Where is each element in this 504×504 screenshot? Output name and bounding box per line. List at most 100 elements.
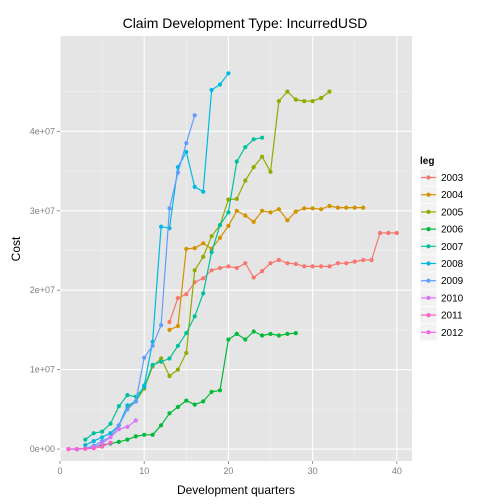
- data-point: [201, 399, 206, 404]
- series-2003: [167, 230, 399, 325]
- data-point: [243, 261, 248, 266]
- legend-label: 2010: [441, 293, 464, 304]
- data-point: [293, 209, 298, 214]
- data-point: [209, 87, 214, 93]
- data-point: [310, 99, 315, 104]
- data-point: [167, 206, 172, 211]
- data-point: [243, 213, 248, 218]
- data-point: [217, 235, 223, 240]
- data-point: [243, 178, 248, 183]
- legend-item-2008: 2008: [419, 254, 464, 273]
- data-point: [226, 197, 231, 202]
- data-point: [184, 331, 189, 336]
- y-tick-label: 4e+07: [30, 126, 55, 136]
- data-point: [234, 208, 239, 213]
- data-point: [167, 356, 172, 361]
- y-axis-title: Cost: [9, 236, 23, 261]
- data-point: [159, 359, 164, 364]
- data-point: [125, 437, 130, 442]
- data-point: [175, 296, 180, 301]
- data-point: [192, 246, 197, 251]
- data-point: [201, 291, 206, 296]
- data-point: [66, 447, 71, 452]
- data-point: [159, 224, 164, 229]
- data-point: [209, 389, 214, 394]
- data-point: [361, 257, 366, 263]
- legend-key-point: [426, 261, 431, 266]
- data-point: [184, 398, 189, 403]
- data-point: [192, 402, 197, 407]
- legend-key-point: [426, 313, 431, 318]
- data-point: [209, 268, 214, 273]
- series-layer: [66, 71, 399, 452]
- data-point: [226, 223, 231, 228]
- data-point: [352, 205, 357, 210]
- data-point: [285, 89, 290, 94]
- data-point: [276, 333, 281, 338]
- data-point: [251, 275, 256, 280]
- data-point: [268, 261, 273, 266]
- data-point: [310, 264, 315, 269]
- chart-title: Claim Development Type: IncurredUSD: [123, 15, 368, 31]
- x-tick-label: 20: [223, 466, 233, 476]
- data-point: [276, 99, 281, 104]
- data-point: [268, 210, 273, 215]
- data-point: [91, 439, 96, 444]
- data-point: [125, 407, 130, 412]
- data-point: [108, 440, 113, 445]
- data-point: [285, 218, 290, 223]
- data-point: [226, 264, 231, 269]
- data-point: [167, 373, 172, 379]
- data-point: [201, 276, 206, 281]
- data-point: [352, 259, 357, 264]
- data-point: [226, 337, 231, 342]
- y-tick-label: 3e+07: [30, 206, 55, 216]
- legend-label: 2006: [441, 225, 464, 236]
- data-point: [369, 257, 374, 263]
- data-point: [226, 71, 231, 76]
- data-point: [386, 230, 391, 236]
- data-point: [192, 314, 197, 319]
- legend-key-point: [426, 295, 431, 300]
- data-point: [327, 203, 332, 209]
- plot-panel: [60, 36, 412, 461]
- data-point: [268, 169, 273, 174]
- legend-item-2007: 2007: [419, 237, 464, 256]
- legend-title: leg: [420, 156, 434, 167]
- data-point: [361, 205, 366, 210]
- data-point: [192, 113, 197, 118]
- data-point: [260, 154, 265, 159]
- data-point: [83, 437, 88, 442]
- data-point: [116, 427, 121, 432]
- x-tick-label: 30: [308, 466, 318, 476]
- data-point: [293, 97, 298, 102]
- data-point: [184, 141, 189, 146]
- data-point: [217, 82, 223, 87]
- data-point: [192, 184, 197, 189]
- data-point: [335, 205, 340, 210]
- data-point: [201, 254, 206, 259]
- data-point: [319, 207, 324, 212]
- x-axis: 0 10 20 30 40: [57, 461, 402, 476]
- data-point: [91, 431, 96, 436]
- data-point: [175, 367, 180, 372]
- legend-label: 2007: [441, 242, 464, 253]
- data-point: [217, 265, 223, 271]
- data-point: [310, 206, 315, 211]
- legend-key-point: [426, 227, 431, 232]
- data-point: [243, 145, 248, 150]
- data-point: [327, 89, 332, 94]
- data-point: [150, 343, 155, 348]
- data-point: [74, 446, 79, 452]
- data-point: [116, 404, 121, 409]
- legend-label: 2012: [441, 328, 464, 339]
- data-point: [167, 327, 172, 332]
- data-point: [125, 424, 130, 429]
- data-point: [142, 355, 147, 360]
- data-point: [285, 331, 290, 336]
- data-point: [327, 264, 332, 269]
- data-point: [234, 196, 239, 201]
- data-point: [159, 356, 164, 361]
- data-point: [184, 149, 189, 155]
